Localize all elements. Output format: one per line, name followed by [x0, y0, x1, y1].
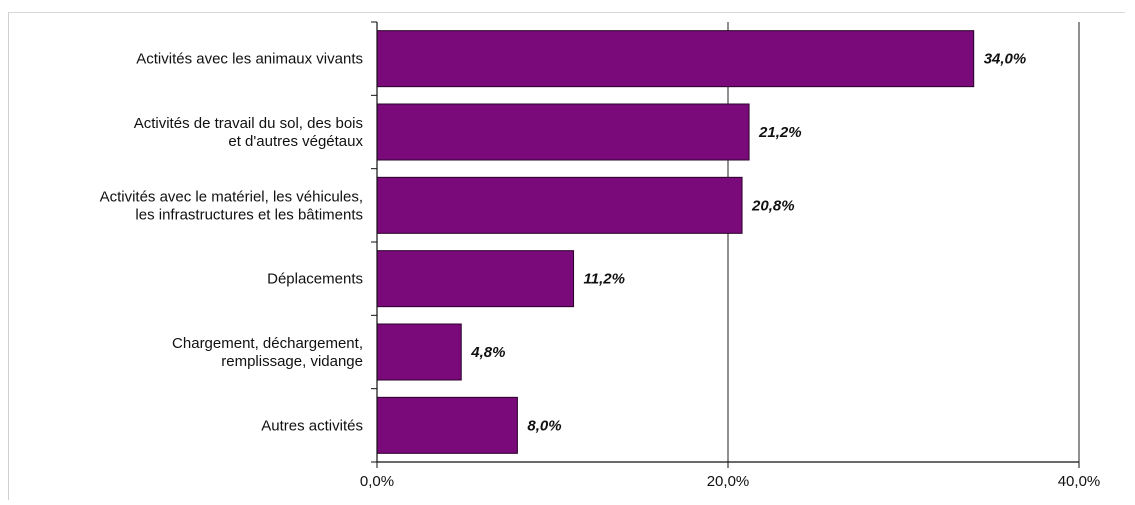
x-tick-label-1: 20,0%	[707, 473, 750, 490]
category-label-1-line-0: Activités de travail du sol, des bois	[134, 115, 363, 132]
x-tick-label-2: 40,0%	[1058, 473, 1101, 490]
category-label-4-line-0: Chargement, déchargement,	[172, 335, 363, 352]
bar-1	[376, 103, 750, 161]
value-label-4: 4,8%	[470, 344, 505, 361]
bar-3	[376, 250, 575, 308]
value-label-1: 21,2%	[758, 124, 802, 141]
category-label-2: Activités avec le matériel, les véhicule…	[100, 188, 363, 223]
x-tick-label-0: 0,0%	[360, 473, 394, 490]
value-label-0: 34,0%	[984, 51, 1027, 68]
category-label-5-line-0: Autres activités	[261, 417, 363, 434]
value-label-5: 8,0%	[527, 417, 561, 434]
bar-5	[376, 396, 518, 454]
gridlines	[727, 22, 1080, 462]
category-label-0-line-0: Activités avec les animaux vivants	[136, 51, 363, 68]
bar-4	[376, 323, 462, 381]
value-label-3: 11,2%	[584, 271, 625, 288]
category-label-5: Autres activités	[261, 417, 363, 434]
bar-0	[376, 30, 975, 88]
category-label-0: Activités avec les animaux vivants	[136, 51, 363, 68]
category-label-4: Chargement, déchargement, remplissage, vi…	[172, 335, 363, 370]
category-label-3: Déplacements	[267, 271, 363, 288]
value-label-2: 20,8%	[751, 197, 795, 214]
category-label-3-line-0: Déplacements	[267, 271, 363, 288]
category-label-2-line-0: Activités avec le matériel, les véhicule…	[100, 188, 363, 205]
bar-2	[376, 176, 743, 234]
category-label-4-line-1: remplissage, vidange	[221, 353, 363, 370]
category-label-2-line-1: les infrastructures et les bâtiments	[135, 206, 363, 223]
axes	[371, 21, 1080, 468]
chart-frame	[8, 12, 1125, 500]
labels: 34,0% Activités avec les animaux vivants 2…	[100, 51, 1101, 490]
category-label-1-line-1: et d'autres végétaux	[228, 133, 363, 150]
bars	[376, 30, 975, 454]
category-label-1: Activités de travail du sol, des bois et …	[134, 115, 364, 150]
